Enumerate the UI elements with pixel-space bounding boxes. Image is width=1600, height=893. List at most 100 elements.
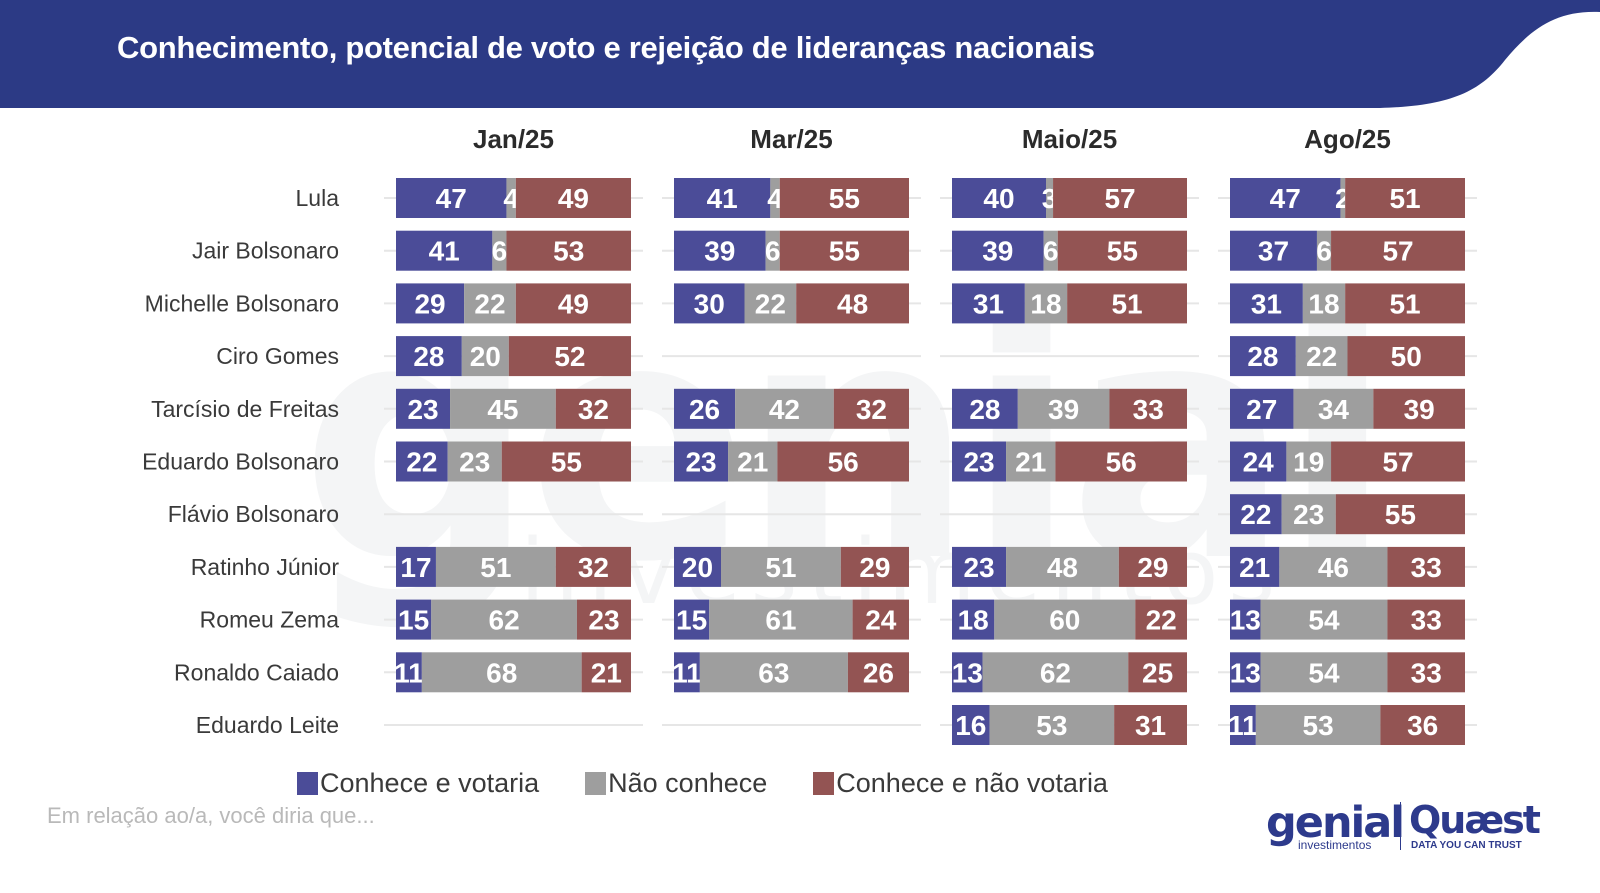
data-label: 31 [973,288,1004,319]
bar-segment-conhece-e-votaria [674,652,700,693]
data-label: 11 [1228,710,1258,741]
data-label: 6 [1043,236,1059,267]
data-label: 33 [1133,394,1164,425]
data-label: 48 [1047,552,1078,583]
footnote: Em relação ao/a, você diria que... [47,803,375,828]
data-label: 21 [591,657,622,688]
data-label: 16 [955,710,986,741]
data-label: 22 [474,288,505,319]
bar-segment-conhece-e-votaria [674,388,736,429]
bar-segment-nao-conhece [1255,705,1381,745]
bar-segment-conhece-e-votaria [396,546,436,587]
data-label: 63 [758,657,789,688]
data-label: 55 [829,183,860,214]
data-label: 41 [429,236,460,267]
data-label: 55 [551,447,582,478]
bar-segment-conhece-e-votaria [1230,230,1317,271]
bar-segment-conhece-e-votaria [952,705,990,745]
data-label: 17 [400,552,431,583]
bar-segment-nao-conhece [421,652,582,693]
data-label: 52 [554,341,585,372]
data-label: 23 [685,447,716,478]
data-label: 36 [1407,710,1438,741]
data-label: 39 [1404,394,1435,425]
bar-segment-conhece-e-votaria [674,283,745,324]
bar-segment-conhece-e-nao-votaria [576,599,631,640]
data-label: 37 [1258,236,1289,267]
data-label: 28 [969,394,1000,425]
bar-segment-conhece-e-votaria [952,441,1007,482]
data-label: 34 [1318,394,1350,425]
data-label: 51 [765,552,796,583]
panel-header-maio-25: Maio/25 [1022,124,1117,154]
bar-segment-nao-conhece [1293,388,1374,429]
bar-segment-nao-conhece [1302,283,1346,324]
bar-segment-nao-conhece [1043,230,1058,271]
bar-segment-conhece-e-nao-votaria [847,652,909,693]
data-label: 47 [1270,183,1301,214]
data-label: 33 [1411,552,1442,583]
bar-segment-nao-conhece [728,441,778,482]
data-label: 53 [553,236,584,267]
quaest-logo-subtext: DATA YOU CAN TRUST [1411,840,1522,851]
bar-segment-conhece-e-nao-votaria [777,441,909,482]
data-label: 22 [1146,605,1177,636]
bar-segment-conhece-e-votaria [674,230,766,271]
data-label: 15 [676,605,707,636]
bar-segment-conhece-e-nao-votaria [1335,494,1465,535]
panel-header-mar-25: Mar/25 [750,124,832,154]
data-label: 62 [1040,657,1071,688]
bar-segment-nao-conhece [770,178,780,218]
bar-segment-conhece-e-votaria [396,283,465,324]
legend-item-conhece-votaria: Conhece e votaria [297,768,539,799]
page-title: Conhecimento, potencial de voto e rejeiç… [117,30,1095,65]
data-label: 19 [1293,447,1324,478]
bar-segment-nao-conhece [461,336,509,377]
bar-segment-conhece-e-votaria [1230,336,1296,377]
bar-segment-conhece-e-votaria [952,283,1025,324]
bar-segment-nao-conhece [492,230,507,271]
bar-segment-conhece-e-votaria [1230,494,1282,535]
data-label: 21 [737,447,768,478]
bar-segment-nao-conhece [1260,652,1388,693]
legend-label-conhece-votaria: Conhece e votaria [320,768,540,798]
data-label: 32 [578,552,609,583]
data-label: 11 [394,657,424,688]
bar-segment-nao-conhece [447,441,502,482]
bar-segment-nao-conhece [464,283,516,324]
data-label: 28 [413,341,444,372]
data-label: 39 [982,236,1013,267]
bar-segment-nao-conhece [431,599,577,640]
data-label: 4 [767,183,783,214]
data-label: 6 [765,236,781,267]
bar-segment-conhece-e-votaria [396,230,493,271]
bar-segment-conhece-e-nao-votaria [508,336,631,377]
bar-segment-conhece-e-nao-votaria [555,546,631,587]
data-label: 22 [406,447,437,478]
data-label: 50 [1391,341,1422,372]
bar-segment-conhece-e-nao-votaria [1387,652,1465,693]
bar-segment-conhece-e-nao-votaria [1380,705,1465,745]
bar-segment-conhece-e-votaria [1230,388,1294,429]
data-label: 27 [1246,394,1277,425]
panel-header-jan-25: Jan/25 [473,124,554,154]
bar-segment-conhece-e-nao-votaria [1331,230,1465,271]
data-label: 51 [1111,288,1142,319]
bar-segment-conhece-e-votaria [952,599,995,640]
data-label: 24 [1243,447,1275,478]
bar-segment-conhece-e-nao-votaria [1331,441,1465,482]
bar-segment-nao-conhece [709,599,853,640]
bar-segment-conhece-e-votaria [952,388,1018,429]
legend-swatch-conhece-nao-votaria [813,772,835,795]
data-label: 51 [1389,288,1420,319]
bar-segment-nao-conhece [765,230,780,271]
legend-swatch-conhece-votaria [297,772,318,795]
bar-segment-conhece-e-votaria [952,546,1007,587]
bar-segment-nao-conhece [1340,178,1346,218]
bar-segment-nao-conhece [1295,336,1348,377]
bar-segment-nao-conhece [1279,546,1388,587]
data-label: 31 [1251,288,1282,319]
data-label: 32 [856,394,887,425]
data-label: 29 [1137,552,1168,583]
